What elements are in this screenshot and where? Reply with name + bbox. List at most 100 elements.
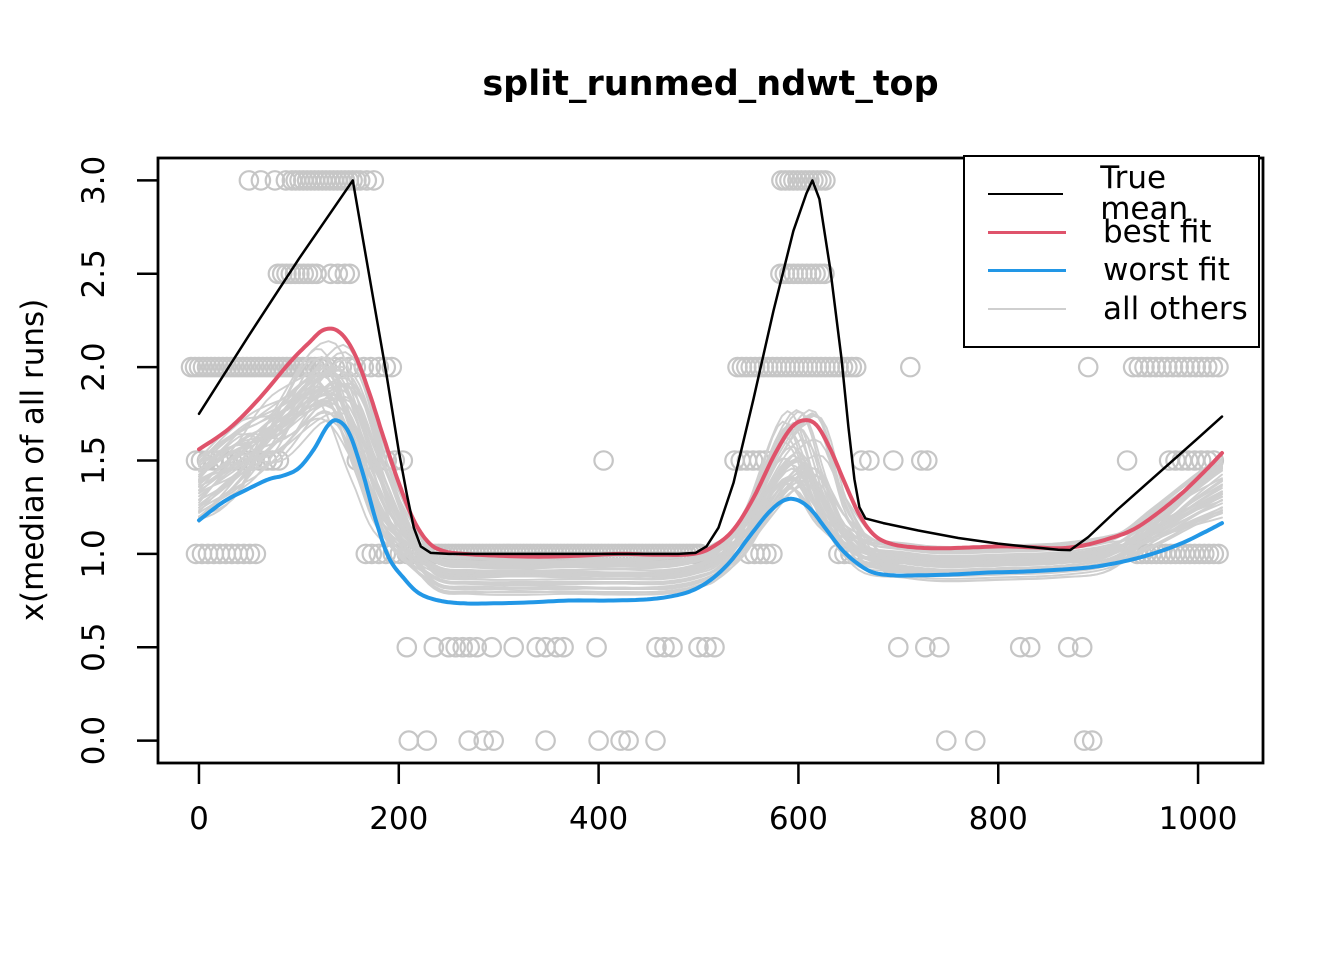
data-point-circle [1168,356,1189,378]
legend-label-true-mean: True mean [1100,159,1189,227]
data-point-circle [526,636,547,658]
y-tick-label: 1.5 [76,436,112,485]
data-point-circle [327,263,349,285]
data-point-circle [1073,730,1095,751]
data-point-circle [368,356,390,378]
data-point-circle [1116,450,1138,471]
y-tick-label: 3.0 [76,156,112,205]
y-tick-label: 0.0 [76,716,112,765]
data-point-circle [662,636,683,658]
data-point-circle [814,263,835,285]
data-point-circle [355,543,377,565]
data-point-circle [1009,636,1031,658]
y-tick-label: 1.0 [76,529,112,578]
data-point-circle [396,636,418,658]
data-point-circle [1198,543,1220,565]
data-point-circle [1194,543,1215,565]
data-point-circle [334,263,356,285]
x-tick-label: 400 [569,801,628,837]
legend-label-best-fit: best fit [1103,213,1212,250]
data-point-circle [398,730,420,751]
data-point-circle [1162,356,1184,378]
data-point-circle [750,543,771,565]
data-point-circle [466,636,487,658]
data-point-circle [535,730,556,751]
data-point-circle [1139,356,1161,378]
data-point-circle [882,450,904,471]
y-axis-title: x(median of all runs) [15,298,51,622]
data-point-circle [361,543,383,565]
data-point-circle [349,170,371,191]
data-point-circle [645,730,666,751]
legend-label-worst-fit: worst fit [1103,252,1230,289]
data-point-circle [239,543,261,565]
legend-entry-worst-fit: worst fit [965,252,1258,291]
x-tick-label: 800 [969,801,1028,837]
data-point-circle [1077,356,1099,378]
chart-title: split_runmed_ndwt_top [482,64,939,104]
data-point-circle [1157,356,1178,378]
data-point-circle [815,170,836,191]
data-point-circle [887,636,909,658]
data-point-circle [452,636,473,658]
data-point-circle [742,450,764,471]
data-point-circle [756,543,777,565]
data-point-circle [586,636,607,658]
data-point-circle [1208,356,1229,378]
data-point-circle [306,263,327,285]
data-point-circle [233,543,255,565]
data-point-circle [845,356,867,378]
data-point-circle [762,543,783,565]
data-point-circle [381,356,403,378]
data-point-circle [588,730,609,751]
data-point-circle [688,636,709,658]
legend-line-worst-fit [988,269,1066,273]
data-point-circle [473,730,494,751]
data-point-circle [593,450,614,471]
data-point-circle [250,170,272,191]
other-run-line [198,369,1223,590]
data-point-circle [1202,356,1224,378]
data-point-circle [704,636,725,658]
data-point-circle [646,636,667,658]
data-point-circle [481,636,502,658]
data-point-circle [1185,356,1207,378]
data-point-circle [1151,356,1172,378]
data-point-circle [245,543,267,565]
data-point-circle [553,636,574,658]
data-point-circle [910,450,932,471]
true-mean-line [197,179,1224,556]
data-point-circle [696,636,717,658]
x-tick-label: 200 [369,801,428,837]
legend: True mean best fit worst fit all others [963,155,1260,348]
data-point-circle [1196,356,1218,378]
data-point-circle [1122,356,1144,378]
legend-line-true-mean [988,192,1064,195]
data-point-circle [546,636,567,658]
data-point-circle [916,450,938,471]
data-point-circle [1203,543,1225,565]
legend-line-all-others [988,308,1066,311]
data-point-circle [1019,636,1041,658]
data-point-circle [503,636,524,658]
y-tick-label: 2.0 [76,342,112,391]
data-point-circle [1208,543,1229,565]
data-point-circle [339,263,361,285]
x-tick-label: 600 [769,801,828,837]
data-point-circle [859,450,880,471]
data-point-circle [438,636,459,658]
data-point-circle [458,730,479,751]
data-point-circle [914,636,936,658]
other-run-line [198,401,1223,585]
data-point-circle [610,730,631,751]
data-point-circle [1179,356,1201,378]
data-point-circle [935,730,957,751]
data-point-circle [459,636,480,658]
data-point-circle [618,730,639,751]
data-point-circle [1128,356,1150,378]
y-tick-label: 0.5 [76,623,112,672]
fit-lines-layer [197,179,1224,606]
legend-line-best-fit [988,230,1066,234]
